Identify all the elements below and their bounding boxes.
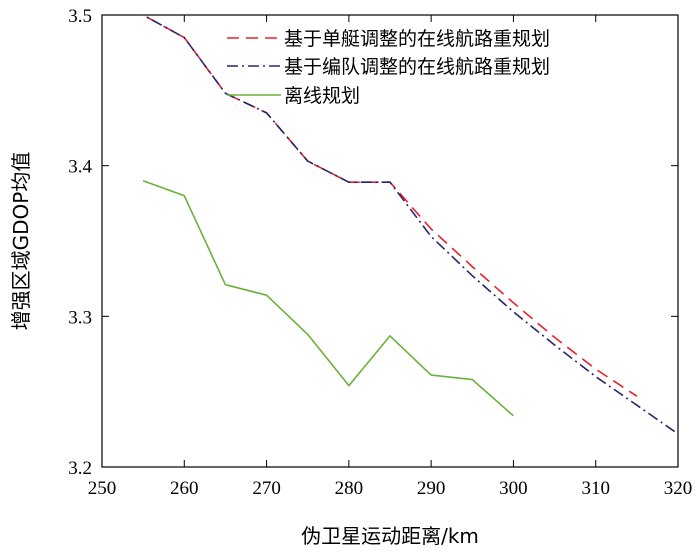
legend-label-1: 基于单艇调整的在线航路重规划 [284,28,550,50]
x-tick-label: 270 [252,478,281,499]
legend-label-2: 基于编队调整的在线航路重规划 [284,56,550,78]
x-tick-label: 320 [664,478,693,499]
legend-label-3: 离线规划 [284,85,360,107]
x-tick-label: 260 [170,478,199,499]
x-tick-label: 280 [335,478,364,499]
y-tick-label: 3.3 [68,307,92,328]
series-layer [141,15,678,435]
y-tick-label: 3.4 [68,157,92,178]
x-tick-label: 310 [581,478,610,499]
plot-frame [101,14,679,468]
y-tick-label: 3.5 [68,6,92,27]
series-line-2 [141,15,678,435]
x-tick-label: 290 [417,478,446,499]
y-axis-title: 增强区域GDOP均值 [9,152,33,331]
y-tick-label: 3.2 [68,458,92,479]
x-axis-title: 伪卫星运动距离/km [301,524,479,548]
x-tick-label: 250 [88,478,117,499]
tick-labels: 250 260 270 280 290 300 310 320 3.2 3.3 3.4 3.5 [68,6,692,499]
x-tick-label: 300 [499,478,528,499]
series-line-3 [142,179,514,417]
axis-ticks [101,14,679,468]
